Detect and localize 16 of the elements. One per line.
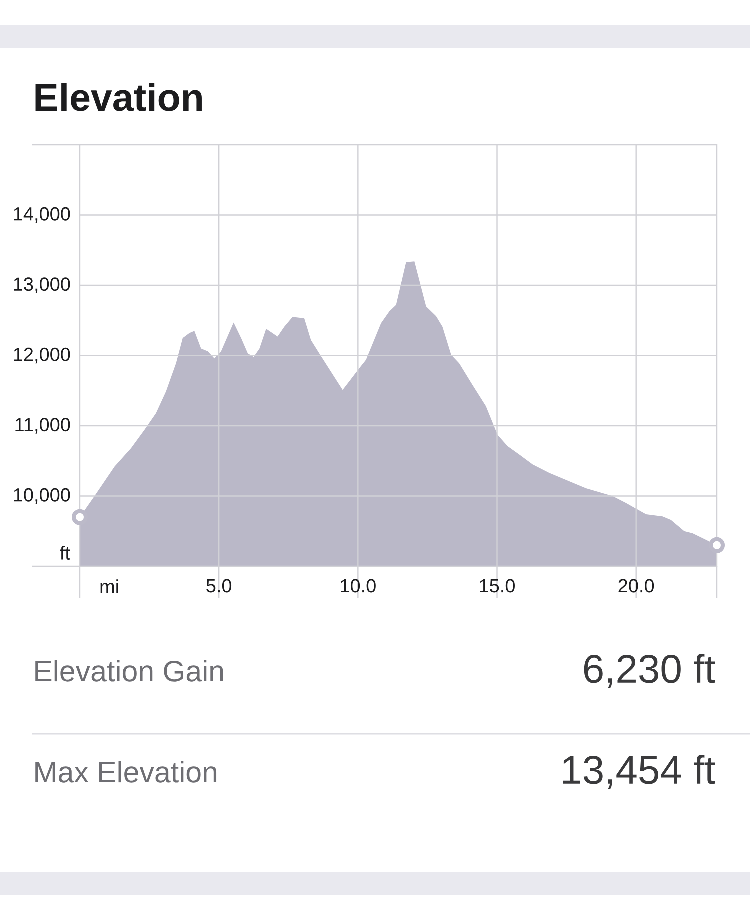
y-tick-label: 14,000	[14, 207, 70, 224]
text: 13,454 ft	[563, 754, 716, 790]
y-tick-label: 11,000	[16, 418, 70, 434]
y-tick-label: 10,000	[14, 488, 70, 504]
x-tick-label: 20.0	[618, 579, 654, 593]
x-axis-title: mi	[100, 580, 118, 594]
text: Max Elevation	[36, 761, 217, 783]
y-axis-title: ft	[60, 546, 70, 560]
text: 6,230 ft	[584, 654, 716, 688]
y-tick-label: 13,000	[14, 278, 70, 294]
text: Elevation Gain	[36, 660, 224, 682]
x-tick-label: 5.0	[206, 579, 232, 593]
chart-title: Elevation	[36, 83, 202, 112]
x-tick-label: 10.0	[341, 579, 376, 593]
y-tick-label: 12,000	[14, 348, 70, 364]
x-tick-label: 15.0	[480, 579, 515, 593]
